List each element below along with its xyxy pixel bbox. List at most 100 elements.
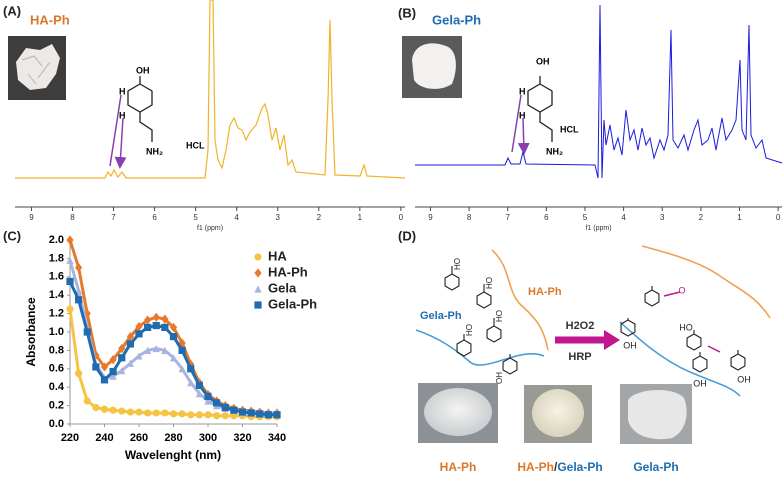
data-point bbox=[66, 235, 74, 245]
data-point bbox=[100, 376, 109, 384]
data-point bbox=[273, 411, 281, 419]
data-point bbox=[83, 309, 91, 319]
x-tick-label: 6 bbox=[544, 213, 549, 222]
x-tick-label: 300 bbox=[199, 432, 217, 444]
data-point bbox=[230, 412, 238, 420]
y-tick-label: 0.2 bbox=[49, 400, 64, 412]
data-point bbox=[75, 369, 83, 377]
chain-label: HA-Ph bbox=[528, 286, 562, 298]
x-axis-title: f1 (ppm) bbox=[585, 225, 611, 232]
data-point bbox=[118, 343, 126, 354]
legend-label: Gela bbox=[268, 280, 297, 295]
sample-photo bbox=[8, 36, 66, 100]
group-label: HO bbox=[453, 258, 462, 270]
panel-label: (B) bbox=[398, 5, 416, 20]
data-point bbox=[187, 379, 195, 387]
phenol-ring bbox=[456, 339, 472, 357]
group-label: HO bbox=[465, 324, 474, 336]
plot-area: 0.0 0.2 0.4 0.6 0.8 1.0 1.2 1.4 1.6 1.8 2.0 220 240 2… bbox=[49, 234, 317, 444]
x-tick-label: 1 bbox=[737, 213, 742, 222]
data-point bbox=[221, 403, 229, 412]
data-point bbox=[230, 406, 238, 414]
data-point bbox=[109, 355, 117, 365]
x-tick-label: 9 bbox=[428, 213, 433, 222]
x-tick-label: 7 bbox=[505, 213, 510, 222]
data-point bbox=[187, 411, 195, 419]
polymer-chain bbox=[491, 249, 549, 351]
data-point bbox=[195, 411, 203, 419]
molecule-label: H bbox=[519, 86, 526, 96]
x-tick-label: 320 bbox=[233, 432, 251, 444]
data-point bbox=[247, 409, 255, 417]
molecule bbox=[527, 76, 553, 142]
data-point bbox=[187, 365, 195, 373]
polymer-chain bbox=[415, 329, 545, 366]
molecule-label: H bbox=[519, 110, 526, 120]
y-tick-label: 2.0 bbox=[49, 234, 64, 246]
data-point bbox=[135, 352, 143, 360]
molecule-label: OH bbox=[536, 56, 550, 66]
x-tick-label: 7 bbox=[111, 213, 116, 222]
sample-name: Gela-Ph bbox=[432, 12, 481, 27]
data-point bbox=[264, 411, 272, 419]
x-tick-label: 0 bbox=[776, 213, 781, 222]
x-tick-label: 6 bbox=[152, 213, 157, 222]
caption-part: Gela-Ph bbox=[557, 460, 602, 474]
molecule-label: H bbox=[119, 110, 126, 120]
data-point bbox=[75, 263, 83, 273]
y-tick-label: 1.2 bbox=[49, 308, 64, 320]
data-point bbox=[144, 346, 152, 354]
group-label: OH bbox=[693, 378, 707, 388]
x-axis: 9 8 7 6 5 4 3 2 1 0 f1 (ppm) bbox=[415, 206, 782, 232]
legend-marker bbox=[254, 253, 262, 261]
group-label: HO bbox=[485, 277, 494, 289]
data-point bbox=[126, 359, 134, 367]
molecule bbox=[127, 76, 153, 142]
caption: HA-Ph/Gela-Ph bbox=[517, 460, 602, 474]
phenol-ring bbox=[502, 357, 518, 375]
group-label: OH bbox=[495, 372, 504, 384]
x-tick-label: 240 bbox=[95, 432, 113, 444]
x-tick-label: 1 bbox=[358, 213, 363, 222]
x-tick-label: 280 bbox=[164, 432, 182, 444]
x-tick-label: 340 bbox=[268, 432, 286, 444]
legend-label: HA-Ph bbox=[268, 264, 308, 279]
data-point bbox=[169, 410, 178, 418]
x-tick-label: 4 bbox=[234, 213, 239, 222]
panel-label: (C) bbox=[3, 228, 21, 243]
phenol-ring bbox=[686, 333, 702, 351]
data-point bbox=[66, 305, 74, 313]
data-point bbox=[126, 332, 134, 342]
molecule-label: NH₂ bbox=[146, 146, 163, 156]
sample-photo bbox=[402, 36, 462, 98]
series-line bbox=[68, 280, 277, 417]
y-tick-label: 1.8 bbox=[49, 252, 64, 264]
data-point bbox=[195, 381, 203, 389]
data-point bbox=[195, 390, 203, 398]
x-tick-label: 5 bbox=[193, 213, 198, 222]
data-point bbox=[161, 314, 169, 324]
data-point bbox=[135, 321, 143, 332]
panel-label: (A) bbox=[3, 3, 21, 18]
x-tick-label: 8 bbox=[70, 213, 75, 222]
group-label: HO bbox=[495, 310, 504, 322]
x-tick-label: 2 bbox=[317, 213, 322, 222]
data-point bbox=[213, 399, 221, 407]
data-point bbox=[135, 408, 143, 416]
phenol-ring bbox=[730, 353, 746, 371]
polymer-chain bbox=[641, 245, 771, 319]
phenol-ring bbox=[476, 291, 492, 309]
group-label: HO bbox=[679, 322, 693, 332]
data-point bbox=[161, 323, 169, 331]
peak-arrow bbox=[110, 94, 123, 166]
molecule-label: HCL bbox=[186, 140, 205, 150]
data-point bbox=[66, 277, 74, 285]
data-point bbox=[178, 346, 186, 354]
y-tick-label: 0.6 bbox=[49, 363, 64, 375]
gel-photo bbox=[418, 383, 498, 443]
panel-label: (D) bbox=[398, 228, 416, 243]
y-tick-label: 1.6 bbox=[49, 271, 64, 283]
x-tick-label: 260 bbox=[130, 432, 148, 444]
legend-label: Gela-Ph bbox=[268, 296, 317, 311]
x-axis-title: f1 (ppm) bbox=[197, 225, 223, 232]
